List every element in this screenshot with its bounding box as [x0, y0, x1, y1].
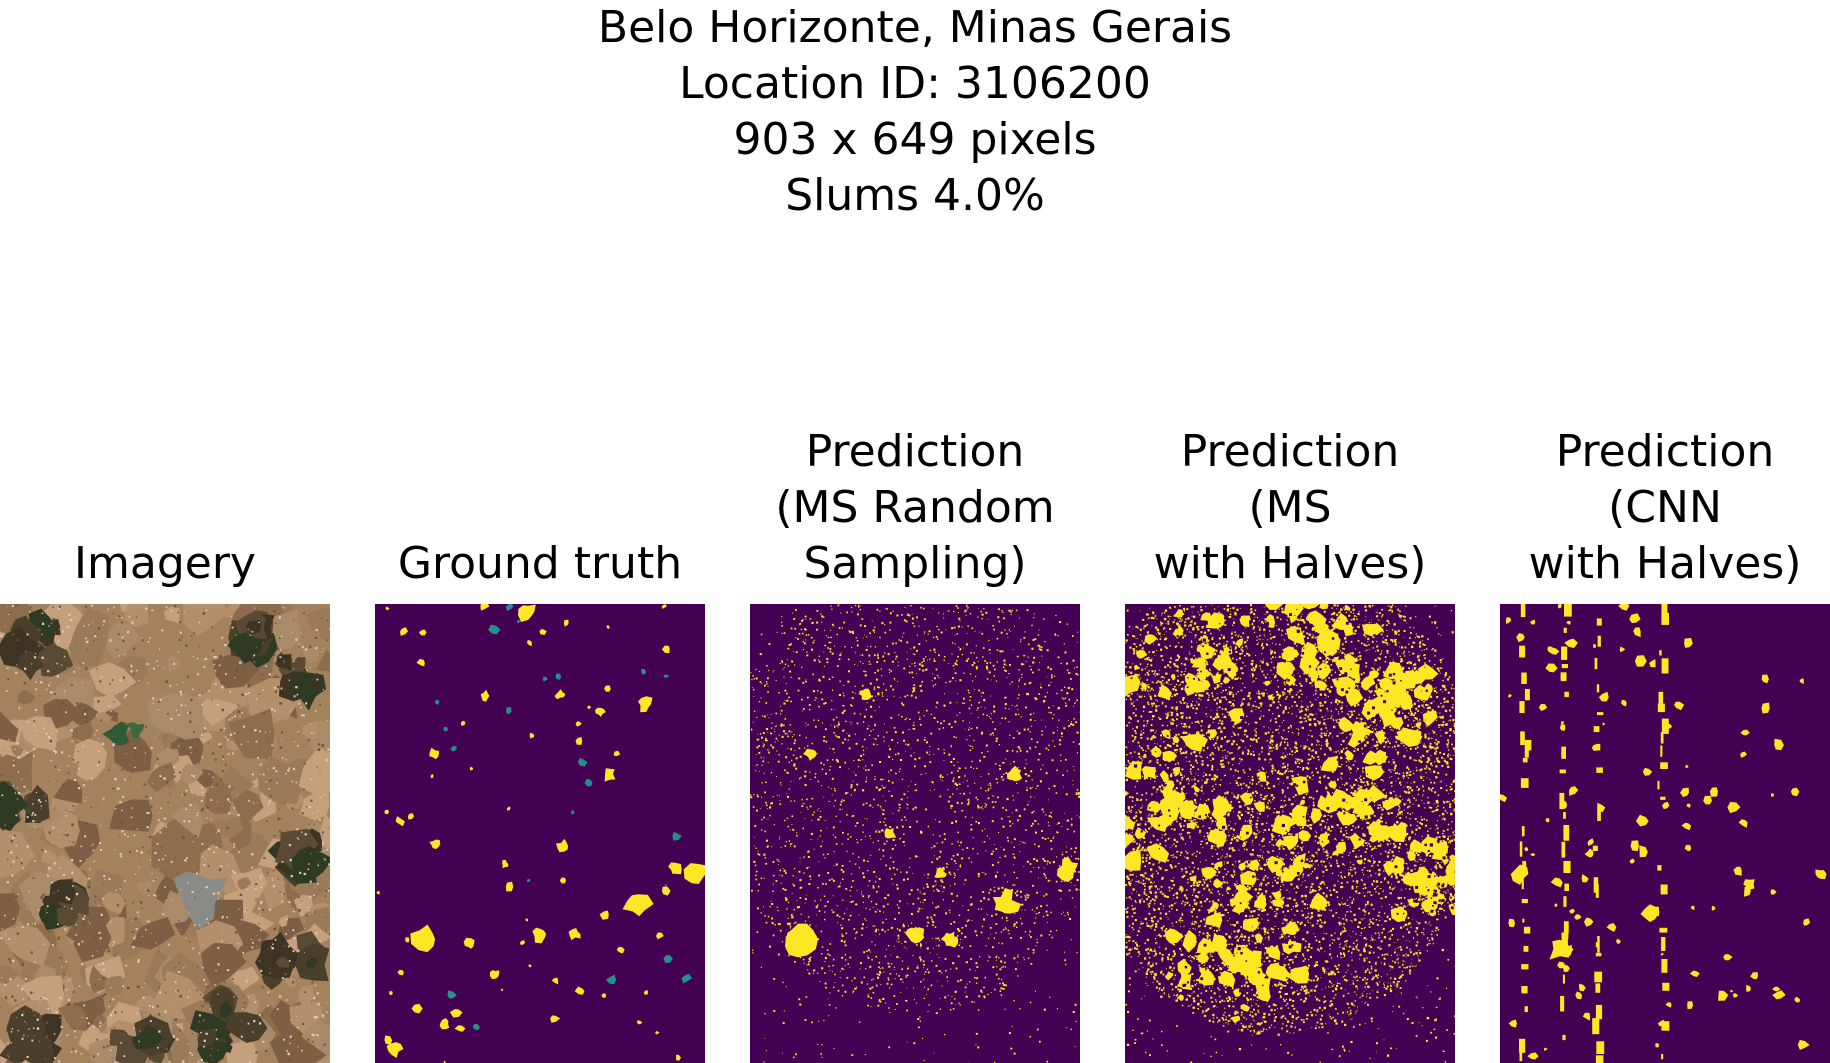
panel-title-line: Sampling): [803, 538, 1027, 589]
panel-title-line: Prediction: [1555, 426, 1775, 477]
location-name: Belo Horizonte, Minas Gerais: [597, 2, 1233, 53]
location-id: Location ID: 3106200: [679, 58, 1151, 109]
satellite-image: [0, 604, 330, 1063]
image-dimensions: 903 x 649 pixels: [733, 114, 1097, 165]
prediction-mask-ms-halves: [1125, 604, 1455, 1063]
panel-title-line: (MS: [1248, 482, 1332, 533]
panel-title-line: Prediction: [805, 426, 1025, 477]
panel-title-line: Prediction: [1180, 426, 1400, 477]
figure-header: Belo Horizonte, Minas Gerais Location ID…: [0, 0, 1830, 224]
panel-prediction-cnn-halves: Prediction (CNN with Halves): [1500, 426, 1830, 1063]
ground-truth-mask: [375, 604, 705, 1063]
slum-percentage: Slums 4.0%: [785, 170, 1045, 221]
panel-ground-truth: Ground truth: [375, 538, 705, 1063]
panel-title-line: (CNN: [1608, 482, 1722, 533]
panel-prediction-ms-random: Prediction (MS Random Sampling): [750, 426, 1080, 1063]
panel-title: Ground truth: [315, 536, 765, 592]
panel-title: Prediction (CNN with Halves): [1440, 424, 1830, 592]
panel-title-line: Ground truth: [397, 538, 683, 589]
panel-title-line: (MS Random: [775, 482, 1055, 533]
panel-prediction-ms-halves: Prediction (MS with Halves): [1125, 426, 1455, 1063]
panel-title-line: with Halves): [1153, 538, 1427, 589]
prediction-mask-ms-random: [750, 604, 1080, 1063]
panel-imagery: Imagery: [0, 538, 330, 1063]
panel-title-line: Imagery: [74, 538, 256, 589]
panel-title: Prediction (MS Random Sampling): [690, 424, 1140, 592]
panel-title: Prediction (MS with Halves): [1065, 424, 1515, 592]
panel-title-line: with Halves): [1528, 538, 1802, 589]
panel-title: Imagery: [0, 536, 390, 592]
prediction-mask-cnn-halves: [1500, 604, 1830, 1063]
